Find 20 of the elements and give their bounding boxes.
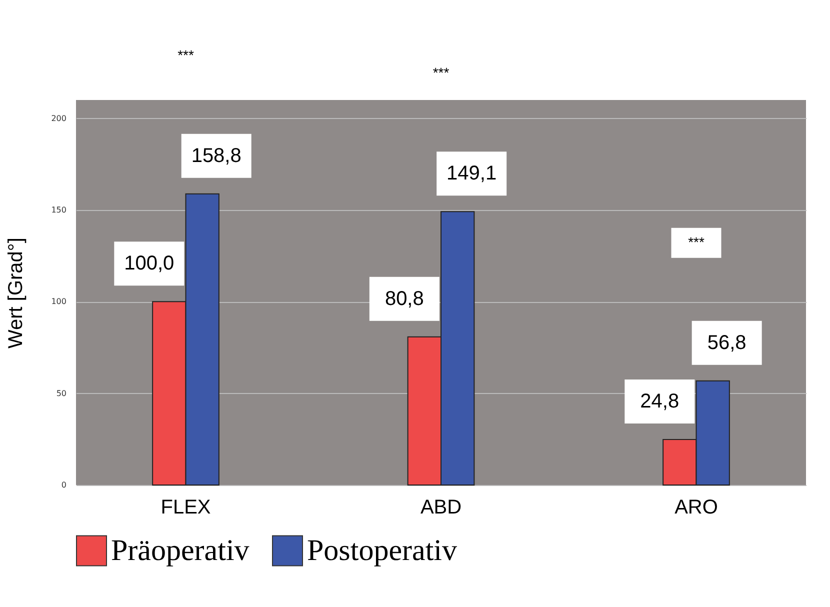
data-label: 24,8 [640,390,680,413]
data-label: 56,8 [707,332,746,354]
data-label: 158,8 [191,144,242,167]
text: *** [432,64,450,81]
x-tick-label: FLEX [160,496,211,518]
data-label: 100,0 [124,252,174,275]
data-label: 80,8 [384,288,424,310]
y-tick-label: 50 [56,388,66,398]
x-tick-label: ABD [420,496,462,518]
annotation: *** [688,234,705,250]
legend-label: Postoperativ [307,534,457,567]
text: *** [178,46,194,63]
x-tick-label: ARO [674,496,718,518]
y-tick-label: 0 [61,480,66,490]
y-axis-title: Wert [Grad°] [5,238,28,348]
data-label: 149,1 [446,162,497,185]
y-tick-label: 150 [51,206,66,214]
y-tick-label: 100 [51,297,66,306]
legend-label: Präoperativ [111,534,250,567]
y-tick-label: 200 [51,114,66,123]
